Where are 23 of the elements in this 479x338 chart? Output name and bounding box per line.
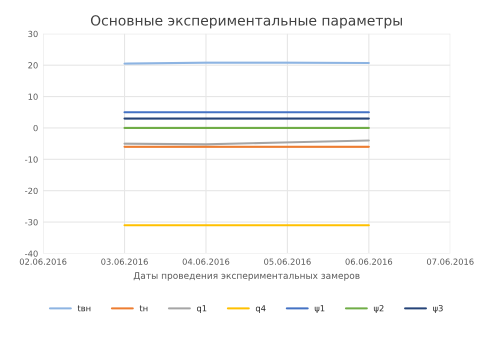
- x-tick-label: 03.06.2016: [101, 258, 148, 265]
- y-tick-label: 30: [28, 30, 38, 38]
- y-tick-label: -40: [25, 250, 38, 257]
- y-tick-label: -30: [25, 219, 38, 226]
- x-tick-label: 02.06.2016: [20, 258, 66, 265]
- chart-title: Основные экспериментальные параметры: [90, 15, 402, 28]
- legend-label: q1: [196, 305, 206, 314]
- x-tick-label: 05.06.2016: [264, 258, 311, 265]
- y-tick-label: 20: [28, 62, 38, 68]
- y-tick-label: 10: [28, 94, 38, 100]
- legend-label: q4: [256, 305, 266, 314]
- y-tick-label: -20: [25, 188, 38, 194]
- y-tick-label: 0: [33, 124, 38, 132]
- legend-label: ψ1: [314, 305, 324, 314]
- legend-label: ψ2: [374, 305, 384, 314]
- legend-label: ψ3: [433, 305, 443, 314]
- x-tick-label: 06.06.2016: [346, 258, 392, 265]
- x-axis-title: Даты проведения экспериментальных замеров: [134, 272, 360, 281]
- y-tick-label: -10: [25, 156, 38, 163]
- x-tick-label: 07.06.2016: [426, 258, 474, 265]
- legend-label: tвн: [78, 305, 90, 312]
- x-tick-label: 04.06.2016: [182, 258, 230, 265]
- legend-label: tн: [140, 305, 148, 312]
